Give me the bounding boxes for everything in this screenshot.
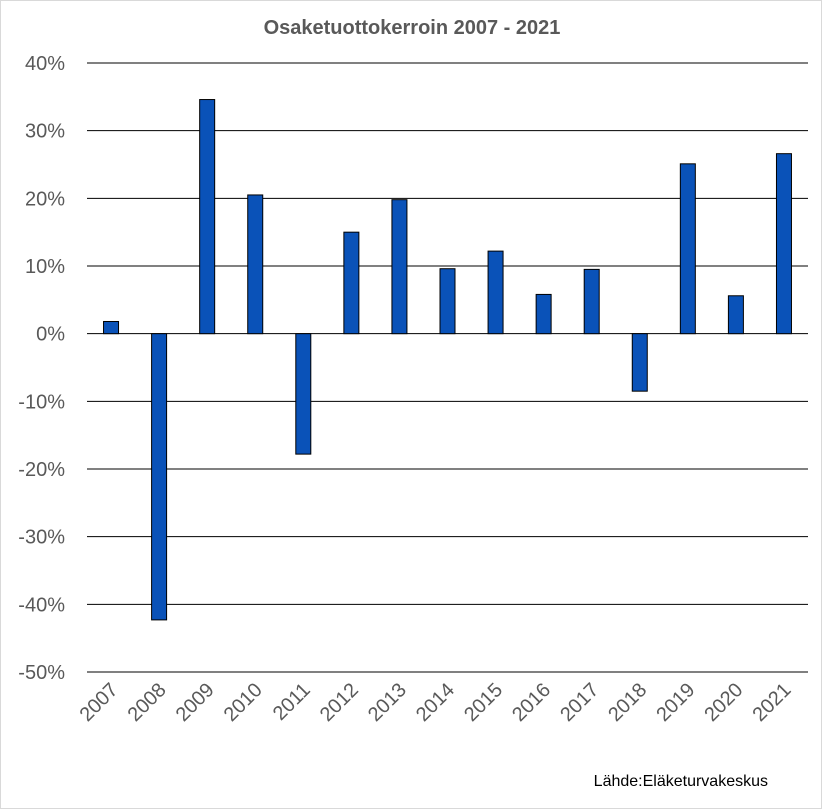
y-axis-ticks: 40% 30% 20% 10% 0% -10% -20% -30% -40% -50% bbox=[18, 53, 65, 684]
x-tick-label: 2008 bbox=[124, 679, 171, 726]
y-tick-label: -50% bbox=[18, 662, 65, 684]
y-tick-label: 30% bbox=[25, 121, 65, 143]
y-tick-label: 20% bbox=[25, 188, 65, 210]
bar-2021 bbox=[775, 153, 792, 335]
x-tick-label: 2009 bbox=[172, 679, 219, 726]
bar-2019 bbox=[679, 163, 696, 335]
x-tick-label: 2018 bbox=[604, 679, 651, 726]
y-tick-label: -30% bbox=[18, 527, 65, 549]
x-axis-ticks: 2007 2008 2009 2010 2011 2012 2013 2014 2015 2016… bbox=[76, 679, 796, 726]
y-tick-label: 10% bbox=[25, 256, 65, 278]
bar-2017 bbox=[583, 268, 600, 335]
y-tick-label: -40% bbox=[18, 594, 65, 616]
source-note: Lähde:Eläketurvakeskus bbox=[594, 773, 768, 790]
bar-2012 bbox=[343, 231, 360, 335]
y-tick-label: 0% bbox=[36, 324, 65, 346]
chart-title: Osaketuottokerroin 2007 - 2021 bbox=[264, 17, 561, 39]
x-tick-label: 2007 bbox=[76, 679, 123, 726]
bar-2007 bbox=[103, 320, 120, 335]
bar-2014 bbox=[439, 268, 456, 335]
x-tick-label: 2019 bbox=[652, 679, 699, 726]
bar-2010 bbox=[247, 194, 264, 335]
x-tick-label: 2017 bbox=[556, 679, 603, 726]
y-tick-label: 40% bbox=[25, 53, 65, 75]
bar-2018 bbox=[631, 333, 648, 392]
x-tick-label: 2016 bbox=[508, 679, 555, 726]
bar-2013 bbox=[391, 199, 408, 335]
x-tick-label: 2011 bbox=[269, 679, 315, 725]
x-tick-label: 2012 bbox=[316, 679, 363, 726]
x-tick-label: 2014 bbox=[412, 679, 459, 726]
bar-2016 bbox=[535, 293, 552, 335]
bar-2015 bbox=[487, 250, 504, 335]
x-tick-label: 2015 bbox=[460, 679, 507, 726]
x-tick-label: 2013 bbox=[364, 679, 411, 726]
gridlines bbox=[87, 62, 808, 673]
y-tick-label: -10% bbox=[18, 391, 65, 413]
bar-2009 bbox=[199, 99, 216, 335]
x-tick-label: 2010 bbox=[220, 679, 267, 726]
bar-2008 bbox=[151, 333, 168, 621]
bar-2011 bbox=[295, 333, 312, 455]
bars bbox=[103, 99, 792, 621]
bar-2020 bbox=[727, 295, 744, 335]
x-tick-label: 2020 bbox=[700, 679, 747, 726]
y-tick-label: -20% bbox=[18, 459, 65, 481]
x-tick-label: 2021 bbox=[748, 679, 795, 726]
